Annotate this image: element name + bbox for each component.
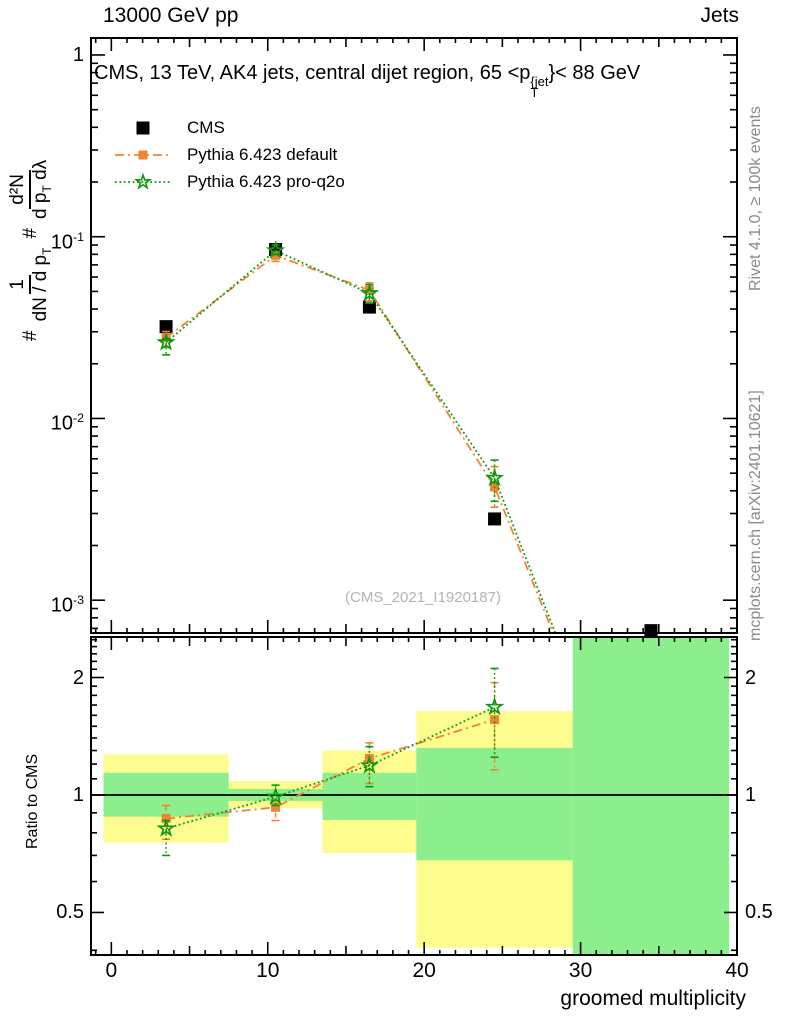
- header-analysis-type: Jets: [700, 4, 739, 27]
- cms-marker-icon: [136, 121, 150, 134]
- main-plot-panel: [89, 36, 739, 648]
- x-tick-label: 30: [568, 959, 593, 982]
- legend-item-pythia-default: Pythia 6.423 default: [115, 141, 345, 168]
- dashdot-square-marker-icon: [115, 150, 171, 159]
- y-title-fraction-1: 1 dN / d pT: [7, 247, 54, 322]
- dotted-star-marker-icon: [115, 171, 171, 190]
- ratio-y-tick-label-left: 0.5: [56, 901, 84, 924]
- mcplots-reference-note: mcplots.cern.ch [arXiv:2401.10621]: [747, 390, 764, 641]
- legend-item-cms: CMS: [115, 114, 345, 141]
- main-y-tick-label: 1: [72, 43, 84, 66]
- legend-label-pythia-proq2o: Pythia 6.423 pro-q2o: [187, 171, 345, 191]
- ratio-y-tick-label-right: 2: [745, 666, 757, 689]
- y-title-hash-1: #: [19, 330, 41, 341]
- rivet-version-note: Rivet 4.1.0, ≥ 100k events: [747, 106, 764, 291]
- ratio-y-tick-label-right: 0.5: [745, 901, 773, 924]
- x-tick-label: 20: [412, 959, 436, 982]
- pt-jet-subsup: {jet T: [530, 74, 549, 100]
- legend-item-pythia-proq2o: Pythia 6.423 pro-q2o: [115, 168, 345, 195]
- ratio-plot-panel: [89, 635, 739, 961]
- y-title-fraction-2: d²N d pT dλ: [7, 159, 54, 219]
- header-beam-energy: 13000 GeV pp: [103, 4, 239, 27]
- main-y-tick-label: 10-1: [50, 229, 84, 254]
- legend: CMS Pythia 6.423 default Pythia 6.423 pr…: [115, 114, 345, 195]
- x-axis-title: groomed multiplicity: [560, 987, 746, 1010]
- x-tick-label: 0: [105, 959, 118, 982]
- x-tick-label: 10: [256, 959, 280, 982]
- ratio-y-tick-label-left: 1: [72, 783, 84, 806]
- ratio-y-tick-label-right: 1: [745, 783, 757, 806]
- main-y-tick-label: 10-2: [50, 411, 84, 436]
- watermark-analysis-id: (CMS_2021_I1920187): [345, 589, 501, 606]
- plot-title: CMS, 13 TeV, AK4 jets, central dijet reg…: [94, 62, 641, 100]
- legend-label-pythia-default: Pythia 6.423 default: [187, 144, 338, 164]
- ratio-y-tick-label-left: 2: [72, 666, 84, 689]
- legend-label-cms: CMS: [187, 117, 225, 137]
- main-y-tick-label: 10-3: [50, 593, 84, 617]
- x-tick-label: 40: [725, 959, 749, 982]
